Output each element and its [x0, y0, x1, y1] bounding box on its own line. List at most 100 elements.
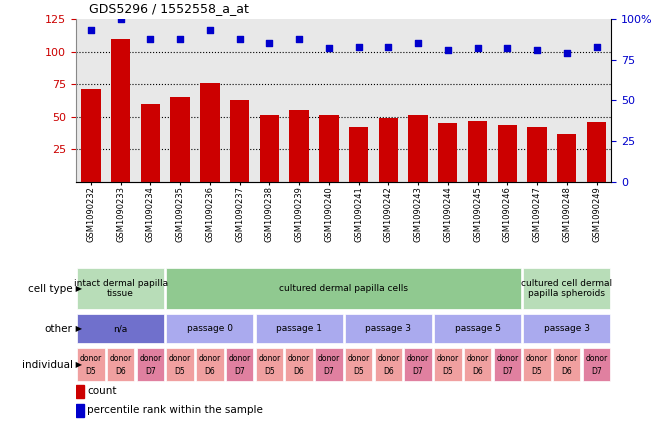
Text: donor: donor: [467, 354, 488, 363]
Bar: [196, 348, 223, 382]
Text: donor: donor: [199, 354, 221, 363]
Text: donor: donor: [556, 354, 578, 363]
Point: [235, 35, 245, 42]
Text: ▶: ▶: [73, 360, 83, 369]
Text: ▶: ▶: [73, 324, 83, 333]
Bar: [290, 110, 309, 182]
Text: donor: donor: [437, 354, 459, 363]
Point: [473, 45, 483, 52]
Text: donor: donor: [586, 354, 607, 363]
Bar: [527, 127, 547, 182]
Text: passage 1: passage 1: [276, 324, 322, 333]
Text: count: count: [87, 386, 116, 396]
Text: donor: donor: [377, 354, 399, 363]
Bar: [345, 348, 372, 382]
Bar: [256, 314, 342, 343]
Point: [502, 45, 513, 52]
Bar: [137, 348, 164, 382]
Bar: [260, 115, 279, 182]
Text: donor: donor: [110, 354, 132, 363]
Point: [443, 47, 453, 53]
Bar: [76, 385, 84, 398]
Bar: [524, 348, 551, 382]
Text: GDS5296 / 1552558_a_at: GDS5296 / 1552558_a_at: [89, 2, 249, 15]
Text: passage 3: passage 3: [544, 324, 590, 333]
Bar: [76, 404, 84, 417]
Point: [412, 40, 424, 47]
Text: D6: D6: [472, 367, 483, 376]
Point: [562, 50, 572, 57]
Text: donor: donor: [496, 354, 518, 363]
Point: [175, 35, 185, 42]
Bar: [171, 97, 190, 182]
Bar: [408, 115, 428, 182]
Text: D5: D5: [353, 367, 364, 376]
Bar: [524, 268, 610, 309]
Text: D6: D6: [204, 367, 215, 376]
Text: donor: donor: [229, 354, 251, 363]
Bar: [498, 124, 517, 182]
Point: [354, 43, 364, 50]
Point: [86, 27, 97, 34]
Point: [324, 45, 334, 52]
Bar: [319, 115, 338, 182]
Text: other: other: [45, 324, 73, 334]
Text: donor: donor: [80, 354, 102, 363]
Bar: [349, 127, 368, 182]
Text: D5: D5: [442, 367, 453, 376]
Bar: [464, 348, 491, 382]
Bar: [557, 134, 576, 182]
Bar: [286, 348, 313, 382]
Bar: [200, 83, 219, 182]
Bar: [141, 104, 160, 182]
Text: donor: donor: [288, 354, 310, 363]
Bar: [81, 89, 100, 182]
Point: [532, 47, 543, 53]
Bar: [375, 348, 402, 382]
Point: [116, 16, 126, 22]
Text: D5: D5: [531, 367, 543, 376]
Bar: [583, 348, 610, 382]
Text: donor: donor: [318, 354, 340, 363]
Text: ▶: ▶: [73, 284, 83, 293]
Bar: [315, 348, 342, 382]
Bar: [494, 348, 521, 382]
Bar: [553, 348, 580, 382]
Point: [592, 43, 602, 50]
Bar: [77, 314, 164, 343]
Text: cultured cell dermal
papilla spheroids: cultured cell dermal papilla spheroids: [522, 279, 612, 298]
Bar: [111, 38, 130, 182]
Point: [145, 35, 156, 42]
Text: passage 0: passage 0: [187, 324, 233, 333]
Bar: [434, 314, 521, 343]
Point: [264, 40, 275, 47]
Text: donor: donor: [348, 354, 369, 363]
Point: [383, 43, 394, 50]
Text: n/a: n/a: [114, 324, 128, 333]
Bar: [230, 100, 249, 182]
Text: donor: donor: [169, 354, 191, 363]
Text: D6: D6: [383, 367, 394, 376]
Point: [205, 27, 215, 34]
Text: individual: individual: [22, 360, 73, 370]
Text: percentile rank within the sample: percentile rank within the sample: [87, 405, 263, 415]
Bar: [405, 348, 432, 382]
Bar: [167, 268, 521, 309]
Text: D7: D7: [234, 367, 245, 376]
Bar: [434, 348, 461, 382]
Text: donor: donor: [139, 354, 161, 363]
Text: cell type: cell type: [28, 284, 73, 294]
Text: D7: D7: [502, 367, 513, 376]
Text: D7: D7: [145, 367, 156, 376]
Text: passage 3: passage 3: [366, 324, 411, 333]
Bar: [438, 123, 457, 182]
Text: donor: donor: [526, 354, 548, 363]
Bar: [226, 348, 253, 382]
Bar: [524, 314, 610, 343]
Text: D6: D6: [115, 367, 126, 376]
Bar: [256, 348, 283, 382]
Text: donor: donor: [258, 354, 280, 363]
Text: D6: D6: [293, 367, 305, 376]
Text: donor: donor: [407, 354, 429, 363]
Bar: [379, 118, 398, 182]
